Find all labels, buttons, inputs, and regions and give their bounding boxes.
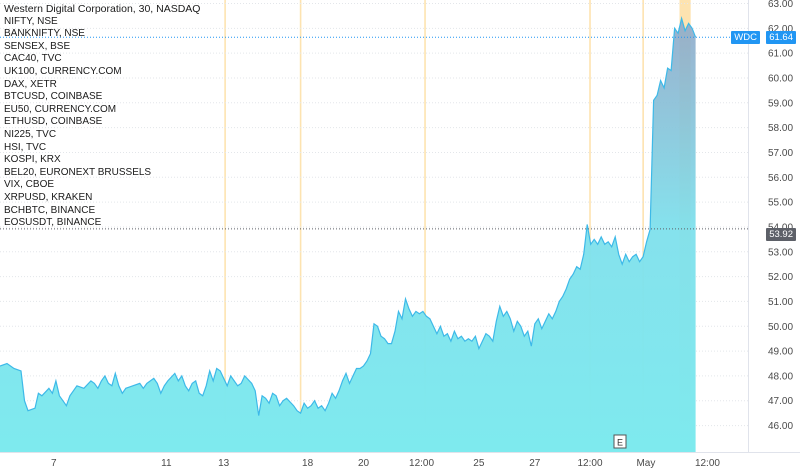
- y-tick-label: 60.00: [768, 73, 793, 84]
- legend: Western Digital Corporation, 30, NASDAQ …: [4, 3, 200, 230]
- legend-item[interactable]: UK100, CURRENCY.COM: [4, 65, 122, 77]
- y-tick-label: 48.00: [768, 371, 793, 382]
- y-tick-label: 55.00: [768, 198, 793, 209]
- session-band: [589, 0, 591, 452]
- legend-item[interactable]: XRPUSD, KRAKEN: [4, 191, 93, 203]
- y-tick-label: 53.00: [768, 247, 793, 258]
- legend-item[interactable]: CAC40, TVC: [4, 53, 62, 65]
- session-band: [224, 0, 226, 452]
- x-axis[interactable]: 7 11 13 18 20 12:00 25 27 12:00 May 12:00: [0, 452, 800, 470]
- symbol-tag: WDC: [731, 31, 760, 44]
- y-tick-label: 62.00: [768, 24, 793, 35]
- x-tick-label: 7: [51, 458, 57, 469]
- y-tick-label: 57.00: [768, 148, 793, 159]
- y-tick-label: 51.00: [768, 297, 793, 308]
- y-tick-label: 49.00: [768, 347, 793, 358]
- y-tick-label: 59.00: [768, 98, 793, 109]
- marker-price-value: 53.92: [769, 229, 793, 240]
- session-band: [299, 0, 302, 452]
- last-price-tag: 61.64: [766, 31, 796, 44]
- legend-items: NIFTY, NSE BANKNIFTY, NSE SENSEX, BSE CAC40…: [4, 16, 200, 230]
- last-price-value: 61.64: [769, 32, 793, 43]
- legend-item[interactable]: KOSPI, KRX: [4, 154, 61, 166]
- legend-item[interactable]: BTCUSD, COINBASE: [4, 91, 103, 103]
- x-tick-label: 11: [161, 458, 172, 469]
- legend-item[interactable]: HSI, TVC: [4, 141, 47, 153]
- x-tick-label: 27: [529, 458, 541, 469]
- session-band: [424, 0, 426, 452]
- symbol-tag-label: WDC: [734, 32, 757, 43]
- y-tick-label: 58.00: [768, 123, 793, 134]
- price-area: [0, 16, 697, 453]
- legend-item[interactable]: BEL20, EURONEXT BRUSSELS: [4, 166, 152, 178]
- x-tick-label: 20: [358, 458, 370, 469]
- legend-item[interactable]: BCHBTC, BINANCE: [4, 204, 96, 216]
- x-tick-label: 12:00: [409, 458, 434, 469]
- legend-item[interactable]: NIFTY, NSE: [4, 15, 58, 27]
- y-tick-label: 54.00: [768, 222, 793, 233]
- legend-item[interactable]: EU50, CURRENCY.COM: [4, 103, 117, 115]
- earnings-event-icon[interactable]: E: [613, 434, 627, 449]
- price-line: [0, 16, 697, 416]
- x-tick-label: May: [636, 458, 655, 469]
- legend-item[interactable]: EOSUSDT, BINANCE: [4, 217, 102, 229]
- legend-item[interactable]: VIX, CBOE: [4, 179, 55, 191]
- chart-title[interactable]: Western Digital Corporation, 30, NASDAQ: [4, 3, 201, 15]
- y-tick-label: 46.00: [768, 421, 793, 432]
- y-axis[interactable]: 46.00 47.00 48.00 49.00 50.00 51.00 52.00 53.00…: [748, 0, 794, 452]
- x-tick-label: 13: [218, 458, 230, 469]
- y-tick-label: 52.00: [768, 272, 793, 283]
- y-tick-label: 61.00: [768, 49, 793, 60]
- x-tick-label: 25: [473, 458, 485, 469]
- x-tick-label: 12:00: [577, 458, 602, 469]
- x-tick-label: 12:00: [695, 458, 720, 469]
- legend-item[interactable]: NI225, TVC: [4, 128, 57, 140]
- price-area-fill: [0, 18, 696, 453]
- y-tick-label: 63.00: [768, 0, 793, 10]
- y-tick-label: 47.00: [768, 396, 793, 407]
- marker-price-tag: 53.92: [766, 228, 796, 241]
- legend-item[interactable]: SENSEX, BSE: [4, 40, 71, 52]
- y-tick-label: 50.00: [768, 322, 793, 333]
- earnings-event-label: E: [617, 438, 623, 448]
- session-band: [642, 0, 644, 452]
- legend-item[interactable]: DAX, XETR: [4, 78, 57, 90]
- x-tick-label: 18: [302, 458, 314, 469]
- y-tick-label: 56.00: [768, 173, 793, 184]
- legend-item[interactable]: BANKNIFTY, NSE: [4, 28, 85, 40]
- legend-item[interactable]: ETHUSD, COINBASE: [4, 116, 103, 128]
